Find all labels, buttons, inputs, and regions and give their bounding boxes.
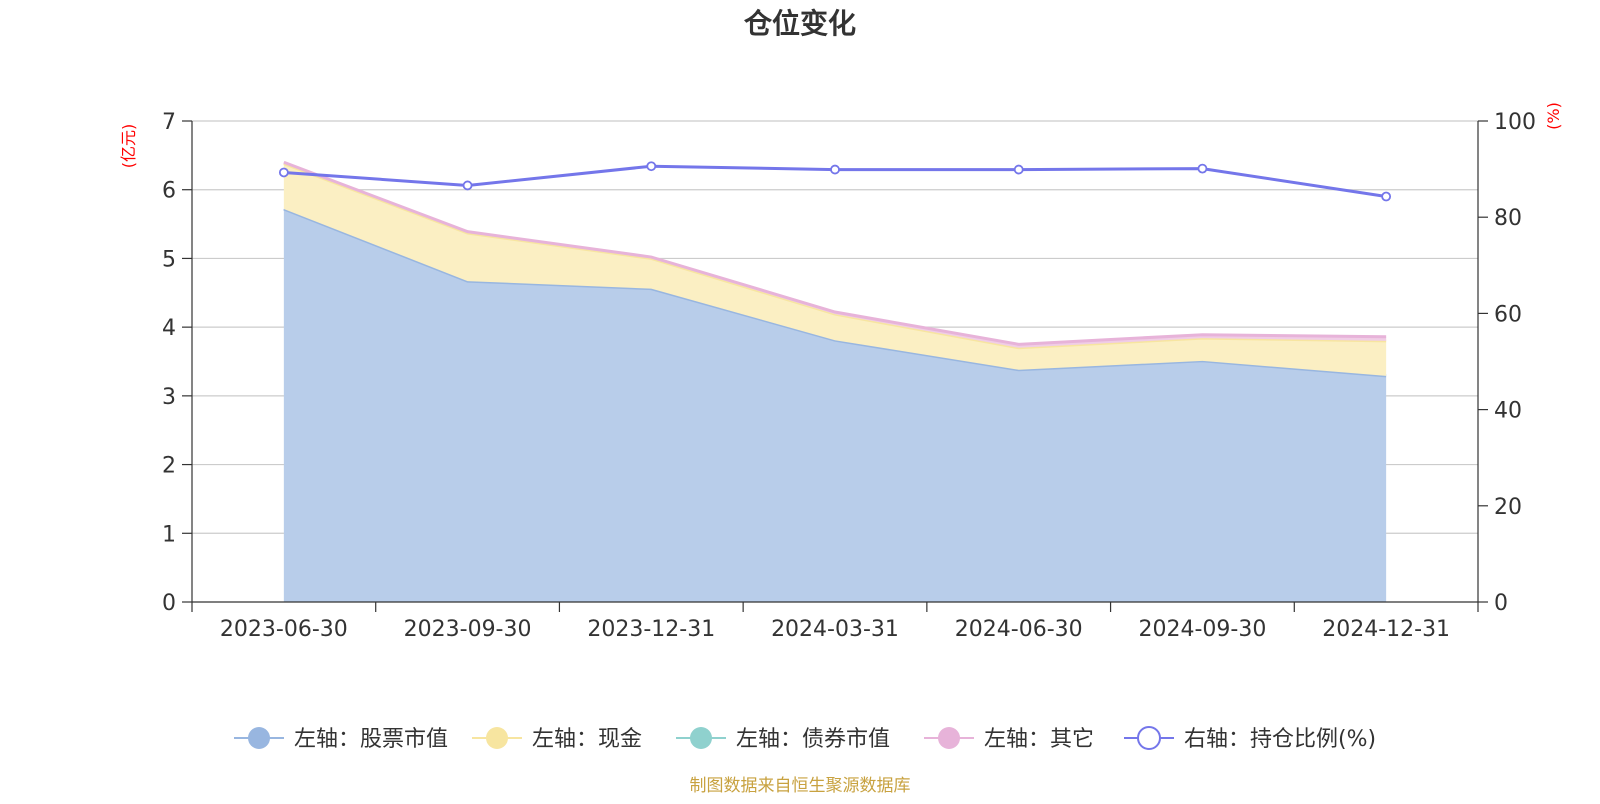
- left-tick-label: 3: [162, 385, 176, 410]
- ratio-point: [1197, 163, 1208, 174]
- legend-item: 左轴：债券市值: [676, 727, 890, 752]
- legend-label: 左轴：债券市值: [736, 727, 890, 752]
- left-tick-label: 4: [162, 316, 176, 341]
- area-series-0: [283, 208, 1387, 602]
- legend-marker: [690, 727, 712, 749]
- legend-label: 右轴：持仓比例(%): [1184, 727, 1376, 752]
- stacked-areas: [283, 160, 1387, 602]
- legend-label: 左轴：其它: [984, 727, 1094, 752]
- x-tick-label: 2024-06-30: [955, 617, 1083, 642]
- x-tick-label: 2024-12-31: [1322, 617, 1450, 642]
- left-tick-label: 0: [162, 591, 176, 616]
- ratio-point: [278, 167, 289, 178]
- ratio-point: [646, 161, 657, 172]
- legend-label: 左轴：股票市值: [294, 727, 448, 752]
- position-ratio-line: [278, 161, 1392, 202]
- left-tick-label: 1: [162, 522, 176, 547]
- left-tick-label: 2: [162, 454, 176, 479]
- legend-marker: [1137, 726, 1161, 750]
- legend-marker: [938, 727, 960, 749]
- x-tick-label: 2024-09-30: [1138, 617, 1266, 642]
- right-tick-label: 100: [1494, 110, 1536, 135]
- legend: 左轴：股票市值 左轴：现金 左轴：债券市值 左轴：其它 右轴：持仓比例(%): [234, 726, 1376, 752]
- right-tick-label: 40: [1494, 399, 1522, 424]
- axes: 0 1 2 3 4 5 6 7 0 20 40 60 80 100 2023-06-30 2023-09-30…: [162, 110, 1536, 642]
- ratio-point: [1013, 164, 1024, 175]
- source-note: 制图数据来自恒生聚源数据库: [690, 776, 911, 796]
- legend-label: 左轴：现金: [532, 727, 642, 752]
- legend-marker: [248, 727, 270, 749]
- area-series-1: [283, 163, 1387, 376]
- legend-item: 左轴：现金: [472, 727, 642, 752]
- legend-marker: [486, 727, 508, 749]
- left-tick-label: 6: [162, 179, 176, 204]
- ratio-point: [830, 164, 840, 175]
- left-tick-label: 5: [162, 247, 176, 272]
- x-tick-label: 2023-09-30: [404, 617, 532, 642]
- legend-item: 左轴：股票市值: [234, 727, 448, 752]
- x-tick-label: 2023-12-31: [587, 617, 715, 642]
- chart-title: 仓位变化: [744, 7, 856, 40]
- right-axis-unit: (%): [1544, 102, 1563, 130]
- right-tick-label: 80: [1494, 206, 1522, 231]
- x-tick-label: 2024-03-31: [771, 617, 899, 642]
- legend-item: 左轴：其它: [924, 727, 1094, 752]
- legend-item: 右轴：持仓比例(%): [1124, 726, 1376, 752]
- left-axis-unit: (亿元): [119, 124, 138, 169]
- right-tick-label: 60: [1494, 302, 1522, 327]
- ratio-point: [1381, 191, 1392, 202]
- right-tick-label: 0: [1494, 591, 1508, 616]
- x-tick-label: 2023-06-30: [220, 617, 348, 642]
- area-edge-3: [283, 160, 1387, 346]
- ratio-point: [462, 180, 473, 191]
- right-tick-label: 20: [1494, 495, 1522, 520]
- left-tick-label: 7: [162, 110, 176, 135]
